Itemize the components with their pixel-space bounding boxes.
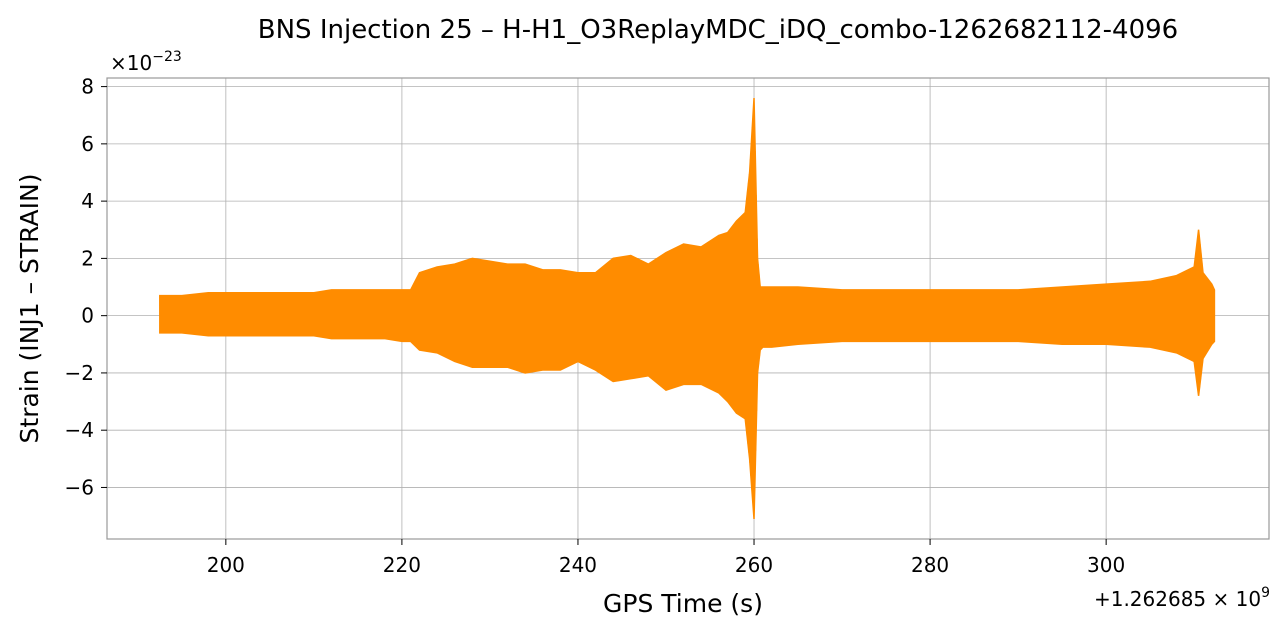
chart-title: BNS Injection 25 – H-H1_O3ReplayMDC_iDQ_… bbox=[258, 15, 1178, 45]
y-tick-label: 6 bbox=[81, 132, 94, 156]
strain-trace bbox=[159, 107, 1216, 516]
y-tick-label: −4 bbox=[65, 418, 94, 442]
data-series bbox=[159, 97, 1216, 520]
y-tick-label: 0 bbox=[81, 304, 94, 328]
y-axis-label: Strain (INJ1 – STRAIN) bbox=[15, 174, 44, 444]
y-scale-multiplier: ×10−23 bbox=[110, 49, 182, 75]
x-tick-label: 260 bbox=[735, 553, 773, 577]
x-offset-exponent: 9 bbox=[1261, 585, 1270, 601]
x-tick-label: 200 bbox=[207, 553, 245, 577]
y-tick-label: 8 bbox=[81, 75, 94, 99]
axis-ticks: 200 220 240 260 280 300 −6 −4 −2 0 2 4 6 8 bbox=[65, 75, 1126, 577]
x-axis-label: GPS Time (s) bbox=[603, 589, 763, 618]
x-tick-label: 240 bbox=[559, 553, 597, 577]
y-tick-label: −6 bbox=[65, 475, 94, 499]
y-scale-exponent: −23 bbox=[152, 49, 182, 65]
y-scale-base: ×10 bbox=[110, 51, 152, 75]
y-tick-label: 2 bbox=[81, 246, 94, 270]
x-offset-base: +1.262685 × 10 bbox=[1094, 587, 1261, 611]
x-offset-multiplier: +1.262685 × 109 bbox=[1094, 585, 1270, 611]
x-tick-label: 280 bbox=[911, 553, 949, 577]
y-tick-label: 4 bbox=[81, 189, 94, 213]
plot-frame bbox=[106, 77, 1270, 540]
x-tick-label: 220 bbox=[383, 553, 421, 577]
x-tick-label: 300 bbox=[1087, 553, 1125, 577]
y-tick-label: −2 bbox=[65, 361, 94, 385]
